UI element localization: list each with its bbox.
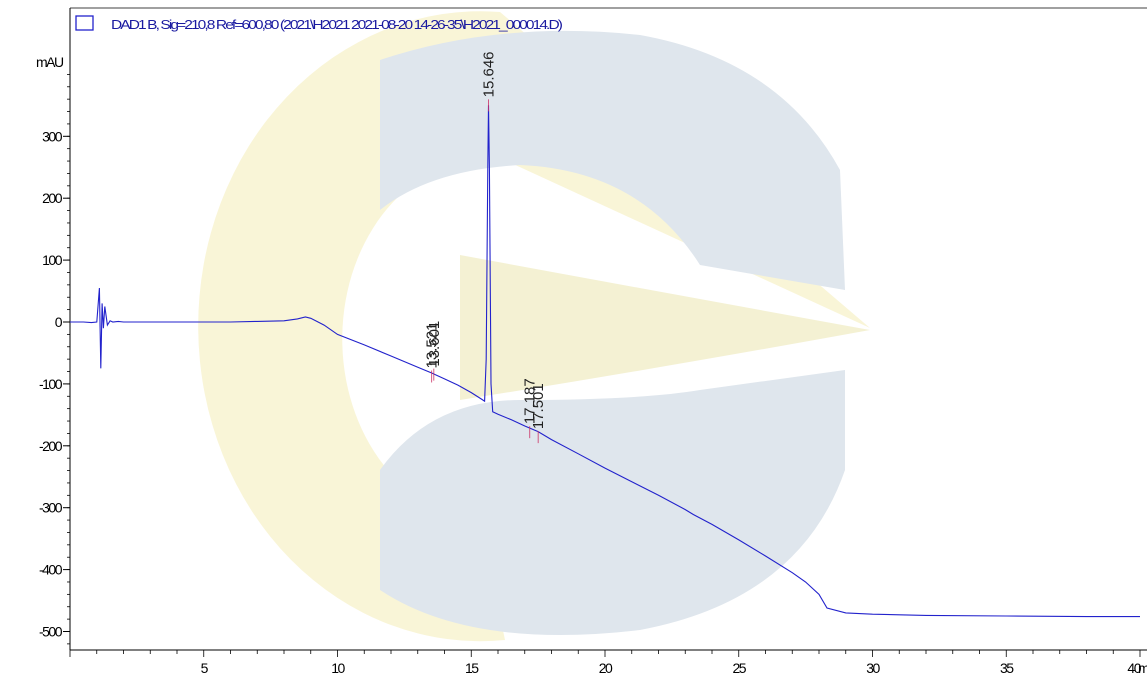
peak-label: 15.646 — [481, 51, 498, 97]
legend-label: DAD1 B, Sig=210,8 Ref=600,80 (2021\H2021… — [111, 17, 563, 32]
y-tick-label: 0 — [55, 314, 63, 330]
x-tick-label: 25 — [732, 660, 746, 676]
x-tick-label: 20 — [599, 660, 613, 676]
legend: DAD1 B, Sig=210,8 Ref=600,80 (2021\H2021… — [75, 15, 564, 32]
x-tick-label: 30 — [866, 660, 880, 676]
x-unit-label: min — [1138, 660, 1147, 676]
x-tick-label: 35 — [1000, 660, 1014, 676]
watermark-blue-bottom — [380, 370, 845, 635]
y-tick-label: 200 — [42, 190, 63, 206]
x-tick-label: 5 — [201, 660, 209, 676]
y-tick-label: 100 — [42, 252, 63, 268]
watermark-blue-top — [380, 30, 845, 291]
peak-label: 17.187 — [522, 378, 539, 424]
peak-label: 17.501 — [530, 383, 547, 429]
x-ticks: 5 10 15 20 25 30 35 40 — [69, 650, 1143, 676]
watermark-yellow-spear — [460, 255, 870, 400]
x-tick-label: 15 — [465, 660, 479, 676]
y-tick-label: -200 — [39, 438, 63, 454]
y-tick-label: -300 — [39, 500, 63, 516]
y-tick-label: -100 — [39, 376, 63, 392]
peak-label: 13.601 — [426, 321, 443, 367]
x-tick-label: 10 — [331, 660, 345, 676]
y-unit-label: mAU — [36, 54, 64, 70]
y-tick-label: -400 — [39, 562, 63, 578]
legend-swatch — [75, 15, 94, 31]
peak-label: 13.521 — [424, 323, 441, 369]
x-tick-label: 40 — [1127, 660, 1141, 676]
axes: 300 200 100 0 -100 -200 -300 -400 -500 5 10 15 20 25… — [36, 7, 1147, 676]
watermark-logo — [198, 11, 870, 642]
y-tick-label: 300 — [42, 128, 63, 144]
watermark-yellow-ring — [198, 11, 870, 642]
y-ticks: 300 200 100 0 -100 -200 -300 -400 -500 — [39, 74, 70, 645]
y-tick-label: -500 — [39, 624, 63, 640]
signal-trace — [70, 105, 1140, 618]
